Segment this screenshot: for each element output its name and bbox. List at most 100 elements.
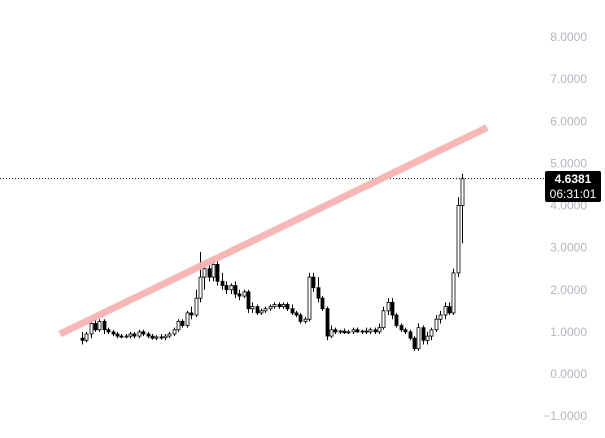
candle[interactable] bbox=[329, 325, 334, 339]
candle[interactable] bbox=[303, 317, 308, 324]
candle[interactable] bbox=[185, 310, 190, 328]
candle-body-down bbox=[180, 320, 185, 326]
candle[interactable] bbox=[342, 328, 347, 334]
candle[interactable] bbox=[429, 327, 434, 341]
candle[interactable] bbox=[311, 272, 316, 292]
candle[interactable] bbox=[421, 325, 426, 345]
candle[interactable] bbox=[128, 331, 133, 339]
candle[interactable] bbox=[220, 272, 225, 290]
candle-body-up bbox=[211, 264, 216, 278]
candle[interactable] bbox=[390, 298, 395, 320]
candle[interactable] bbox=[202, 264, 207, 290]
candle[interactable] bbox=[425, 331, 430, 345]
candle[interactable] bbox=[176, 319, 181, 332]
candle-body-down bbox=[355, 329, 360, 333]
candle[interactable] bbox=[111, 329, 116, 337]
candle[interactable] bbox=[325, 306, 330, 341]
candle[interactable] bbox=[163, 333, 168, 341]
candle[interactable] bbox=[233, 281, 238, 299]
candle[interactable] bbox=[416, 323, 421, 351]
candle[interactable] bbox=[360, 329, 365, 334]
candle[interactable] bbox=[403, 327, 408, 334]
candle-series[interactable] bbox=[80, 173, 465, 351]
candle[interactable] bbox=[285, 302, 290, 311]
candle[interactable] bbox=[154, 335, 159, 341]
candle[interactable] bbox=[93, 319, 98, 332]
candle[interactable] bbox=[198, 251, 203, 303]
candle[interactable] bbox=[97, 319, 102, 332]
candle-body-up bbox=[303, 318, 308, 322]
candle[interactable] bbox=[294, 310, 299, 318]
candle[interactable] bbox=[451, 268, 456, 316]
candle[interactable] bbox=[194, 289, 199, 318]
candle[interactable] bbox=[408, 329, 413, 341]
candle[interactable] bbox=[106, 327, 111, 334]
candle[interactable] bbox=[84, 331, 89, 343]
candle[interactable] bbox=[373, 327, 378, 334]
candle[interactable] bbox=[180, 319, 185, 328]
candle[interactable] bbox=[412, 336, 417, 351]
candle-body-down bbox=[320, 297, 325, 310]
candle-body-up bbox=[198, 276, 203, 299]
candle[interactable] bbox=[242, 289, 247, 299]
candle[interactable] bbox=[447, 302, 452, 316]
candle[interactable] bbox=[281, 302, 286, 309]
candle[interactable] bbox=[263, 306, 268, 313]
candle[interactable] bbox=[137, 329, 142, 339]
candle[interactable] bbox=[355, 327, 360, 333]
price-axis-tick-label: 2.0000 bbox=[550, 283, 587, 297]
candle[interactable] bbox=[394, 312, 399, 328]
candle[interactable] bbox=[250, 302, 255, 313]
candle[interactable] bbox=[307, 272, 312, 322]
candle[interactable] bbox=[215, 260, 220, 286]
candle[interactable] bbox=[259, 308, 264, 316]
candle[interactable] bbox=[298, 312, 303, 324]
candle[interactable] bbox=[224, 281, 229, 294]
candle[interactable] bbox=[211, 260, 216, 282]
candle[interactable] bbox=[351, 327, 356, 334]
candle[interactable] bbox=[277, 302, 282, 309]
candle[interactable] bbox=[438, 310, 443, 324]
candle[interactable] bbox=[159, 333, 164, 340]
candle-body-down bbox=[111, 331, 116, 335]
candle[interactable] bbox=[237, 289, 242, 301]
candle[interactable] bbox=[150, 333, 155, 340]
candle[interactable] bbox=[443, 302, 448, 320]
candle[interactable] bbox=[434, 315, 439, 332]
candle[interactable] bbox=[124, 333, 129, 339]
candle[interactable] bbox=[377, 323, 382, 334]
trendline-drawing[interactable] bbox=[58, 124, 489, 338]
candle[interactable] bbox=[119, 333, 124, 339]
candle[interactable] bbox=[368, 327, 373, 334]
candle[interactable] bbox=[338, 329, 343, 334]
candle[interactable] bbox=[381, 306, 386, 330]
candle[interactable] bbox=[456, 197, 461, 278]
candle[interactable] bbox=[189, 306, 194, 320]
candle[interactable] bbox=[229, 283, 234, 294]
candle[interactable] bbox=[132, 331, 137, 339]
candle[interactable] bbox=[320, 296, 325, 311]
candle[interactable] bbox=[399, 323, 404, 332]
candle[interactable] bbox=[80, 331, 85, 345]
candle[interactable] bbox=[268, 304, 273, 311]
candle[interactable] bbox=[290, 304, 295, 316]
candle[interactable] bbox=[316, 277, 321, 303]
candle-body-up bbox=[242, 291, 247, 297]
candle[interactable] bbox=[115, 331, 120, 339]
candle-body-down bbox=[141, 331, 146, 335]
candle[interactable] bbox=[255, 304, 260, 316]
candle[interactable] bbox=[246, 289, 251, 313]
candle[interactable] bbox=[460, 173, 465, 244]
candle[interactable] bbox=[386, 298, 391, 316]
candle[interactable] bbox=[146, 331, 151, 339]
candle[interactable] bbox=[272, 302, 277, 309]
candle[interactable] bbox=[346, 329, 351, 334]
candle[interactable] bbox=[167, 331, 172, 339]
candle[interactable] bbox=[141, 329, 146, 337]
candle[interactable] bbox=[333, 327, 338, 334]
candle[interactable] bbox=[172, 327, 177, 337]
candle[interactable] bbox=[364, 327, 369, 334]
candle[interactable] bbox=[102, 319, 107, 334]
candle-body-up bbox=[456, 205, 461, 274]
